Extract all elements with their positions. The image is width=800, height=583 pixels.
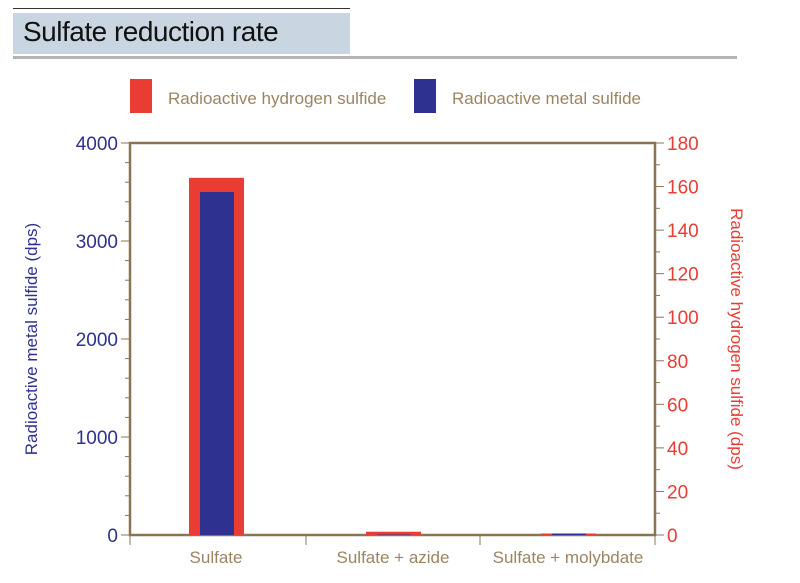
left-tick-label: 1000 bbox=[76, 428, 118, 449]
right-tick-label: 20 bbox=[667, 482, 688, 503]
bar-metal-sulfide bbox=[200, 192, 234, 535]
bar-metal-sulfide bbox=[377, 534, 411, 535]
left-tick-label: 0 bbox=[107, 526, 118, 547]
bar-metal-sulfide bbox=[552, 533, 586, 535]
right-tick-label: 160 bbox=[667, 178, 699, 199]
title-bottom-rule bbox=[13, 56, 737, 59]
title-box bbox=[13, 13, 350, 54]
right-tick-label: 180 bbox=[667, 134, 699, 155]
right-tick-label: 80 bbox=[667, 352, 688, 373]
bar-hydrogen-sulfide bbox=[366, 531, 421, 535]
legend-label-metal-sulfide: Radioactive metal sulfide bbox=[452, 89, 641, 108]
right-tick-label: 100 bbox=[667, 308, 699, 329]
right-axis-label: Radioactive hydrogen sulfide (dps) bbox=[727, 208, 746, 470]
left-tick-label: 4000 bbox=[76, 134, 118, 155]
category-label: Sulfate + azide bbox=[337, 548, 450, 567]
legend-label-hydrogen-sulfide: Radioactive hydrogen sulfide bbox=[168, 89, 386, 108]
left-tick-label: 3000 bbox=[76, 232, 118, 253]
legend-swatch-metal-sulfide bbox=[414, 79, 436, 113]
right-tick-label: 40 bbox=[667, 439, 688, 460]
legend-swatch-hydrogen-sulfide bbox=[130, 79, 152, 113]
left-axis-label: Radioactive metal sulfide (dps) bbox=[22, 223, 41, 455]
right-tick-label: 0 bbox=[667, 526, 678, 547]
category-label: Sulfate + molybdate bbox=[493, 548, 644, 567]
right-tick-label: 120 bbox=[667, 265, 699, 286]
title-top-rule bbox=[13, 8, 350, 9]
right-tick-label: 60 bbox=[667, 395, 688, 416]
chart-title: Sulfate reduction rate bbox=[23, 16, 279, 47]
right-tick-label: 140 bbox=[667, 221, 699, 242]
category-label: Sulfate bbox=[190, 548, 243, 567]
left-tick-label: 2000 bbox=[76, 330, 118, 351]
